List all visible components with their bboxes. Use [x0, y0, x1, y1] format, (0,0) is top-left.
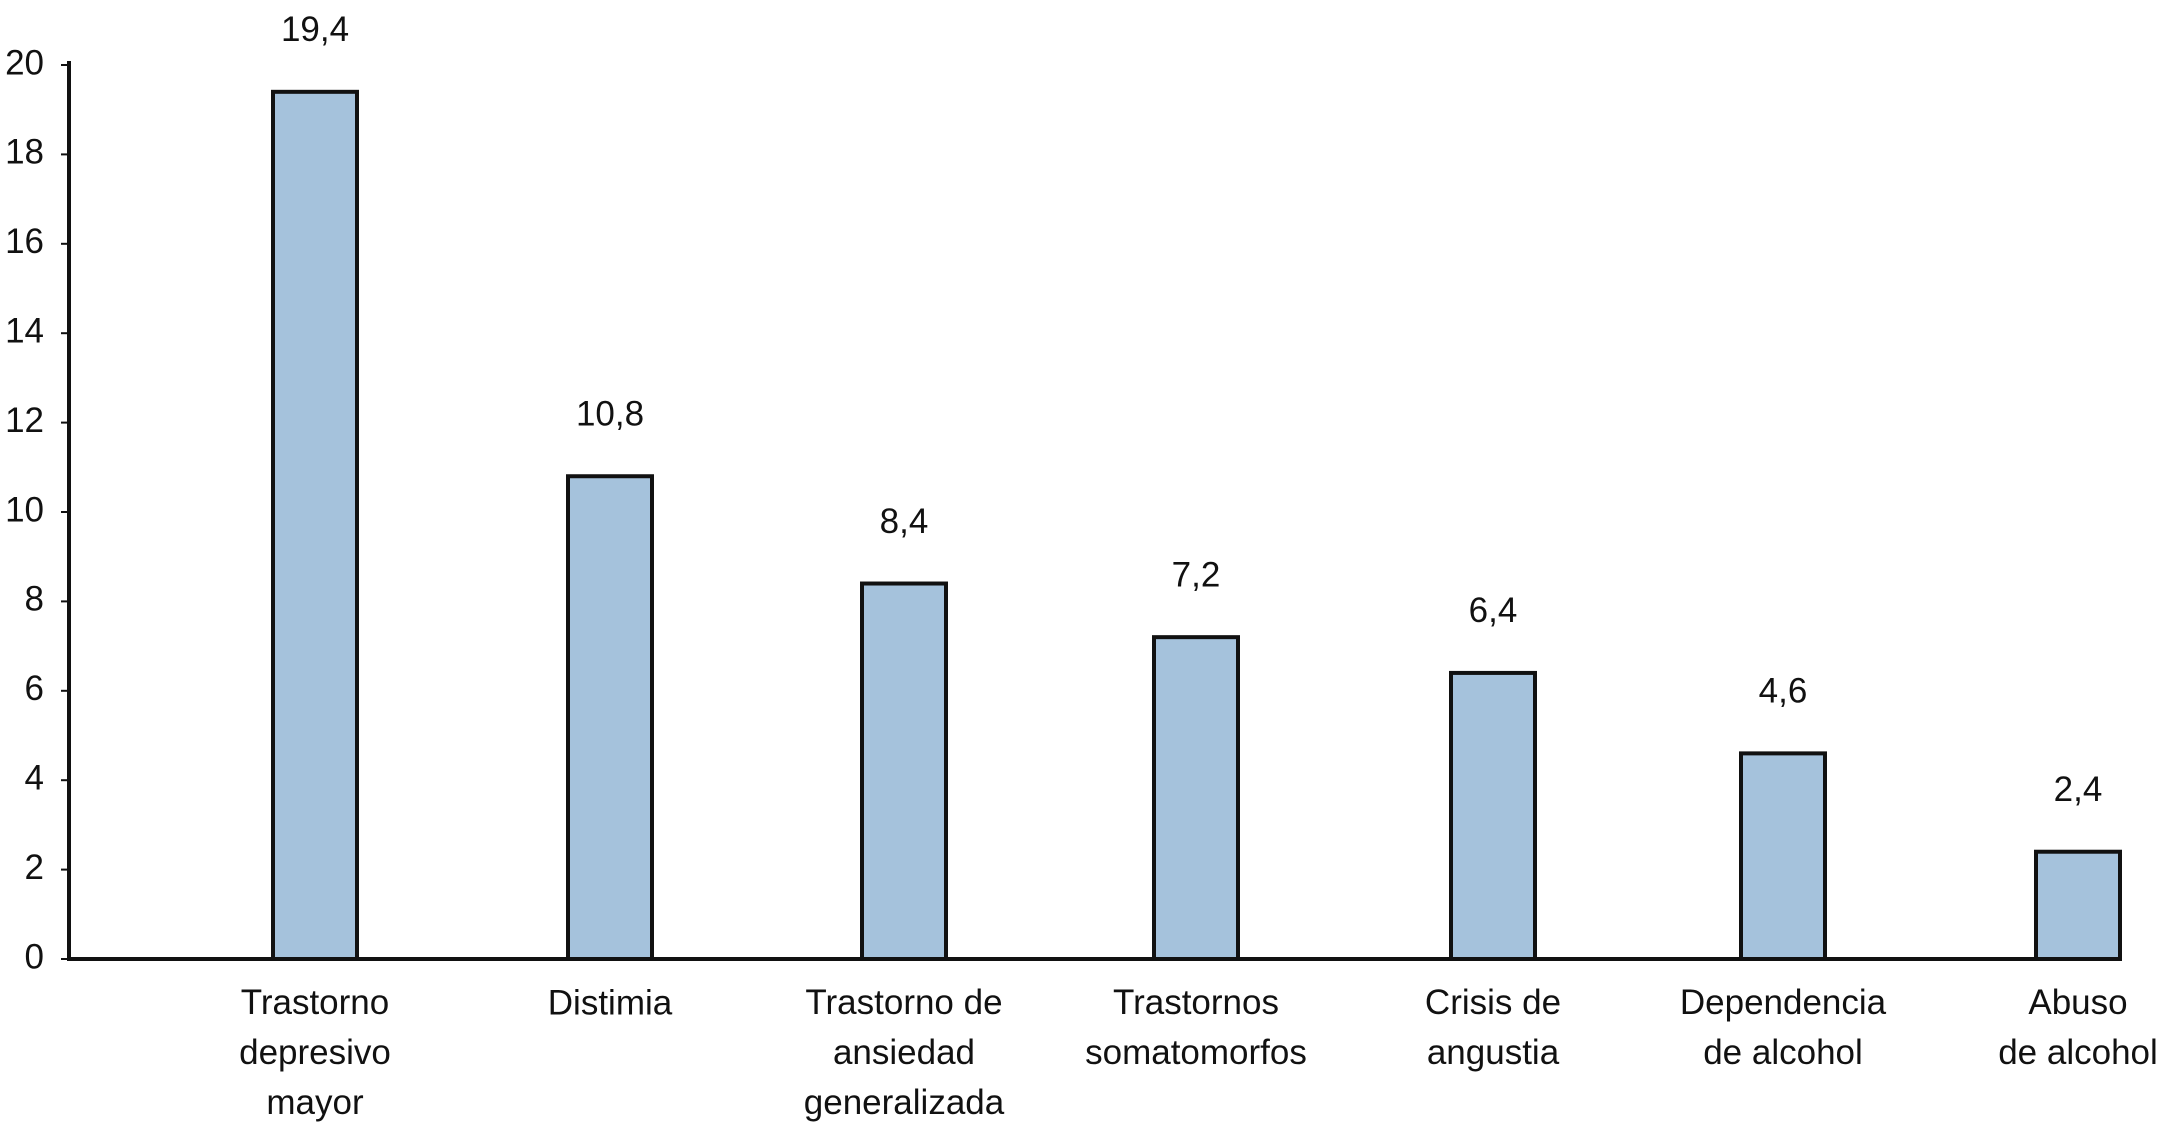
bar [1739, 751, 1827, 961]
y-tick-label: 2 [25, 848, 44, 887]
x-tick-label: Crisis de angustia [1425, 983, 1561, 1072]
y-tick-label: 0 [25, 937, 44, 976]
x-tick-label: Trastorno de ansiedad generalizada [804, 983, 1005, 1122]
x-tick-label: Trastorno depresivo mayor [239, 983, 391, 1122]
y-tick-label: 18 [5, 133, 44, 172]
x-tick-label: Distimia [548, 983, 673, 1022]
x-tick-label: Abuso de alcohol [1998, 983, 2158, 1072]
bar [566, 474, 654, 961]
bar [271, 89, 359, 961]
x-tick-label: Trastornos somatomorfos [1085, 983, 1307, 1072]
y-tick-label: 16 [5, 222, 44, 261]
y-tick-label: 12 [5, 401, 44, 440]
y-tick-label: 10 [5, 490, 44, 529]
value-label: 2,4 [2054, 770, 2103, 809]
value-label: 8,4 [880, 502, 929, 541]
value-label: 4,6 [1759, 672, 1808, 711]
value-label: 19,4 [281, 10, 349, 49]
y-tick-label: 14 [5, 311, 44, 350]
y-tick-label: 8 [25, 580, 44, 619]
bar [1449, 670, 1537, 961]
bar [2034, 849, 2122, 961]
x-tick-label: Dependencia de alcohol [1680, 983, 1887, 1072]
y-tick-label: 6 [25, 669, 44, 708]
value-label: 10,8 [576, 394, 644, 433]
bar [1152, 635, 1240, 961]
value-label: 6,4 [1469, 591, 1518, 630]
bar [860, 581, 948, 962]
y-tick-label: 4 [25, 758, 44, 797]
value-label: 7,2 [1172, 555, 1221, 594]
y-tick-label: 20 [5, 43, 44, 82]
